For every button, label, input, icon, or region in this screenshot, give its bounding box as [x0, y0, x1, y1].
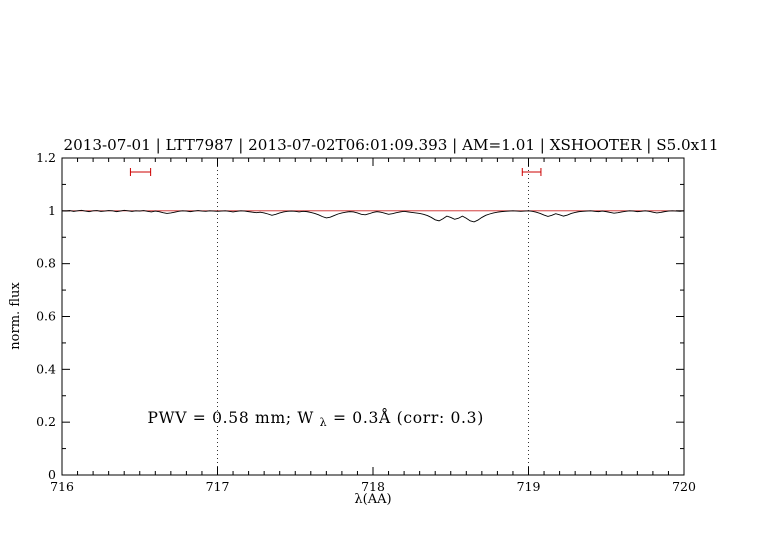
x-tick-label: 719	[517, 479, 541, 494]
y-tick-label: 0	[48, 467, 56, 482]
pwv-annotation: PWV = 0.58 mm; W λ = 0.3Å (corr: 0.3)	[148, 409, 484, 430]
x-tick-label: 717	[206, 479, 230, 494]
pwv-annotation-pre: PWV = 0.58 mm; W	[148, 409, 315, 427]
y-tick-label: 0.4	[36, 361, 56, 376]
x-tick-label: 716	[50, 479, 74, 494]
x-tick-label: 718	[361, 479, 385, 494]
y-tick-label: 0.8	[36, 256, 56, 271]
plot-title: 2013-07-01 | LTT7987 | 2013-07-02T06:01:…	[64, 136, 719, 154]
y-tick-label: 1	[48, 203, 56, 218]
y-tick-label: 1.2	[36, 150, 56, 165]
y-tick-label: 0.2	[36, 414, 56, 429]
y-axis-label: norm. flux	[8, 282, 23, 350]
pwv-annotation-post: = 0.3Å (corr: 0.3)	[333, 409, 484, 427]
x-tick-label: 720	[672, 479, 696, 494]
pwv-annotation-sub: λ	[320, 416, 328, 429]
spectrum-line	[61, 209, 685, 223]
x-axis-label: λ(AA)	[354, 492, 391, 507]
y-tick-label: 0.6	[36, 309, 56, 324]
chart-layers: 716 717 718 719 720 0 0.2 0.4 0.6 0.8 1 1.2	[36, 150, 696, 494]
plot-frame	[61, 157, 685, 476]
